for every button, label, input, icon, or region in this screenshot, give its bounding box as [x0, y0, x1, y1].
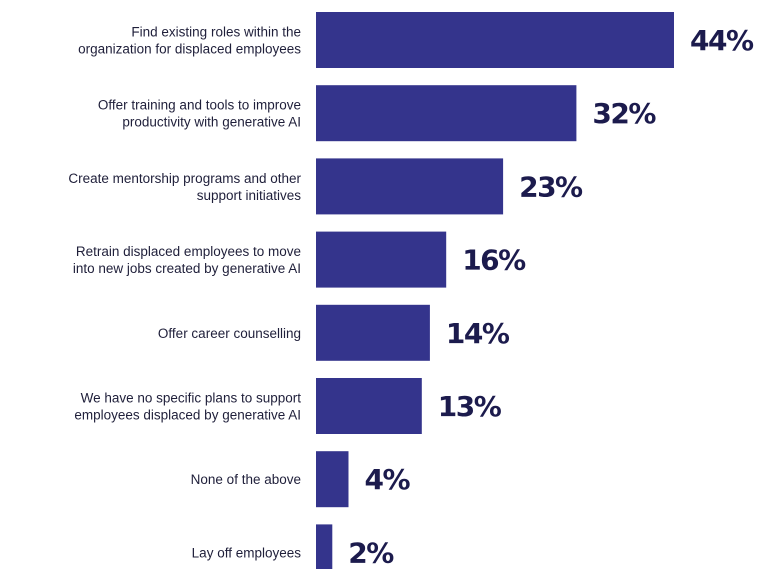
value-label: 16%: [462, 244, 526, 277]
bar: [316, 304, 430, 361]
bar: [316, 451, 349, 508]
category-label: Lay off employees: [192, 545, 302, 560]
value-label: 14%: [446, 317, 510, 350]
bar: [316, 524, 333, 569]
category-label-line: Create mentorship programs and other: [68, 171, 301, 186]
value-label: 13%: [438, 390, 502, 423]
bar: [316, 158, 504, 215]
category-label-line: into new jobs created by generative AI: [73, 261, 301, 276]
category-label-line: Offer career counselling: [158, 326, 301, 341]
category-label-line: support initiatives: [197, 188, 302, 203]
value-label: 4%: [365, 463, 411, 496]
category-label-line: organization for displaced employees: [78, 42, 301, 57]
category-label-line: productivity with generative AI: [122, 115, 301, 130]
bar: [316, 231, 447, 288]
category-label: Create mentorship programs and other supp…: [68, 171, 301, 203]
category-label: None of the above: [191, 472, 301, 487]
value-labels: 44% 32% 23% 16% 14% 13% 4% 2%: [348, 24, 755, 569]
value-label: 44%: [690, 24, 754, 57]
category-label-line: Find existing roles within the: [131, 25, 301, 40]
value-label: 23%: [519, 170, 583, 203]
value-label: 32%: [592, 97, 656, 130]
category-label: Find existing roles within the organizati…: [78, 25, 301, 57]
category-labels: Find existing roles within the organizati…: [68, 25, 301, 561]
category-label-line: employees displaced by generative AI: [74, 408, 301, 423]
category-label-line: We have no specific plans to support: [81, 391, 302, 406]
category-label: Offer career counselling: [158, 326, 301, 341]
category-label: We have no specific plans to support empl…: [74, 391, 301, 423]
bar: [316, 378, 422, 434]
category-label-line: Offer training and tools to improve: [98, 98, 301, 113]
bar: [316, 85, 577, 142]
category-label-line: Lay off employees: [192, 545, 302, 560]
category-label: Retrain displaced employees to move into …: [73, 244, 301, 276]
bar: [316, 12, 674, 68]
category-label-line: Retrain displaced employees to move: [76, 244, 301, 259]
bars: [316, 12, 674, 569]
value-label: 2%: [348, 536, 394, 569]
category-label: Offer training and tools to improve produ…: [98, 98, 301, 130]
category-label-line: None of the above: [191, 472, 301, 487]
